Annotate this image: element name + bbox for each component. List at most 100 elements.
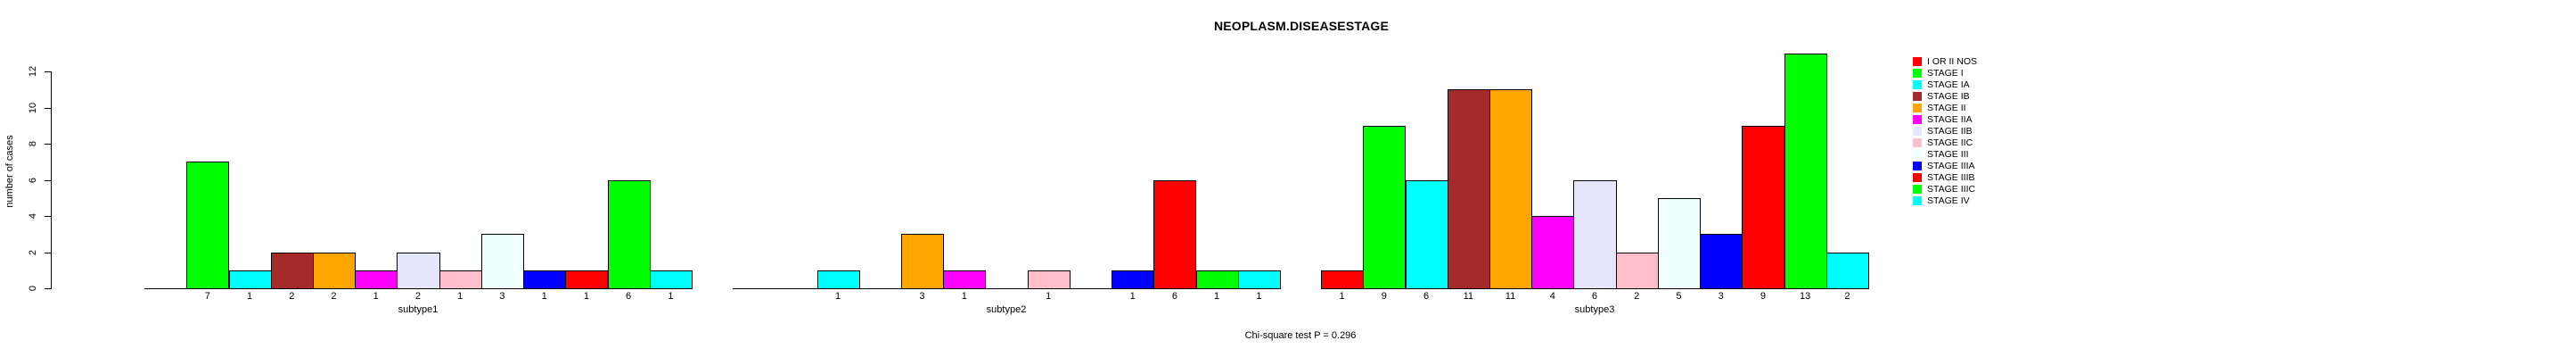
legend-label: STAGE IIIC (1927, 183, 1976, 195)
bar-value-label: 6 (626, 291, 632, 302)
legend-swatch (1913, 161, 1922, 170)
bar (1321, 270, 1365, 290)
legend-label: STAGE IA (1927, 79, 1970, 90)
legend-swatch (1913, 79, 1922, 89)
legend-item: STAGE IIIB (1913, 171, 1977, 183)
bar (1615, 252, 1659, 289)
bar (1027, 270, 1071, 290)
y-axis-tick (45, 71, 51, 72)
legend-swatch (1913, 149, 1922, 159)
legend-item: STAGE III (1913, 148, 1977, 160)
group-label: subtype2 (986, 304, 1027, 315)
legend-swatch (1913, 91, 1922, 101)
bar (1784, 53, 1827, 290)
bar (900, 234, 945, 290)
bar-value-label: 1 (1256, 291, 1262, 302)
y-axis-tick (45, 179, 51, 181)
x-axis-baseline (733, 288, 1281, 289)
bar-value-label: 9 (1760, 291, 1766, 302)
bar-value-label: 1 (247, 291, 253, 302)
bar (607, 179, 651, 289)
legend-label: I OR II NOS (1927, 55, 1978, 67)
bar-value-label: 1 (373, 291, 379, 302)
y-axis-tick-label: 12 (28, 65, 38, 78)
bar (1657, 197, 1701, 290)
legend-label: STAGE IIIB (1927, 171, 1975, 183)
group-label: subtype1 (398, 304, 439, 315)
bar-value-label: 3 (919, 291, 925, 302)
bar (943, 270, 987, 290)
bar (1195, 270, 1239, 290)
bar (186, 162, 230, 290)
bar (1700, 234, 1743, 290)
bar (270, 252, 314, 289)
bar (228, 270, 272, 290)
y-axis-tick-label: 8 (28, 140, 38, 147)
bar-value-label: 11 (1463, 291, 1473, 302)
bar-value-label: 6 (1423, 291, 1430, 302)
y-axis-tick-label: 4 (28, 212, 38, 220)
legend-swatch (1913, 172, 1922, 182)
bar-value-label: 2 (331, 291, 337, 302)
legend-label: STAGE IIB (1927, 125, 1973, 137)
bar (397, 252, 440, 289)
chi-square-note: Chi-square test P = 0.296 (1244, 330, 1357, 341)
bar-value-label: 11 (1505, 291, 1516, 302)
legend-swatch (1913, 68, 1922, 78)
bar-value-label: 2 (1844, 291, 1850, 302)
bar (1363, 125, 1407, 290)
bar (312, 252, 357, 289)
y-axis-tick-label: 10 (28, 102, 38, 113)
bar-value-label: 3 (499, 291, 505, 302)
bar-value-label: 7 (204, 291, 210, 302)
bar (1489, 89, 1533, 290)
bar-value-label: 9 (1381, 291, 1387, 302)
bar-value-label: 2 (289, 291, 295, 302)
legend-label: STAGE II (1927, 102, 1966, 113)
bar-value-label: 13 (1799, 291, 1811, 302)
y-axis-tick (45, 107, 51, 109)
bar-value-label: 1 (1339, 291, 1345, 302)
legend-label: STAGE III (1927, 148, 1969, 160)
bar-value-label: 1 (961, 291, 967, 302)
bar-value-label: 1 (583, 291, 589, 302)
legend-label: STAGE I (1927, 67, 1964, 79)
bar (1237, 270, 1281, 290)
legend-item: STAGE IV (1913, 195, 1977, 206)
bar-value-label: 2 (414, 291, 422, 302)
bar-value-label: 2 (1634, 291, 1640, 302)
chart-title: NEOPLASM.DISEASESTAGE (1213, 19, 1390, 33)
bar (1405, 179, 1448, 289)
legend-label: STAGE IV (1927, 195, 1970, 206)
legend-item: STAGE II (1913, 102, 1977, 113)
bar-value-label: 6 (1591, 291, 1598, 302)
y-axis-tick (45, 288, 51, 289)
bar (480, 234, 524, 290)
legend-label: STAGE IIC (1927, 137, 1973, 148)
bar (1112, 270, 1155, 290)
y-axis-tick-label: 6 (28, 177, 38, 183)
legend-label: STAGE IIIA (1927, 160, 1975, 171)
legend-swatch (1913, 195, 1922, 205)
bar-value-label: 1 (457, 291, 464, 302)
bar (523, 270, 567, 290)
bar-value-label: 1 (1129, 291, 1136, 302)
bar (1573, 179, 1617, 289)
y-axis-tick-label: 2 (28, 249, 38, 255)
bar (1447, 89, 1490, 290)
legend-label: STAGE IIA (1927, 113, 1973, 125)
legend-swatch (1913, 103, 1922, 112)
legend-item: STAGE IIIC (1913, 183, 1977, 195)
bar (816, 270, 860, 290)
legend-item: STAGE IIA (1913, 113, 1977, 125)
legend-swatch (1913, 56, 1922, 66)
legend-item: STAGE IA (1913, 79, 1977, 90)
bar-value-label: 1 (668, 291, 674, 302)
legend-item: STAGE IIIA (1913, 160, 1977, 171)
legend-item: STAGE IB (1913, 90, 1977, 102)
bar (1825, 252, 1869, 289)
legend-swatch (1913, 126, 1922, 136)
bar (649, 270, 693, 290)
